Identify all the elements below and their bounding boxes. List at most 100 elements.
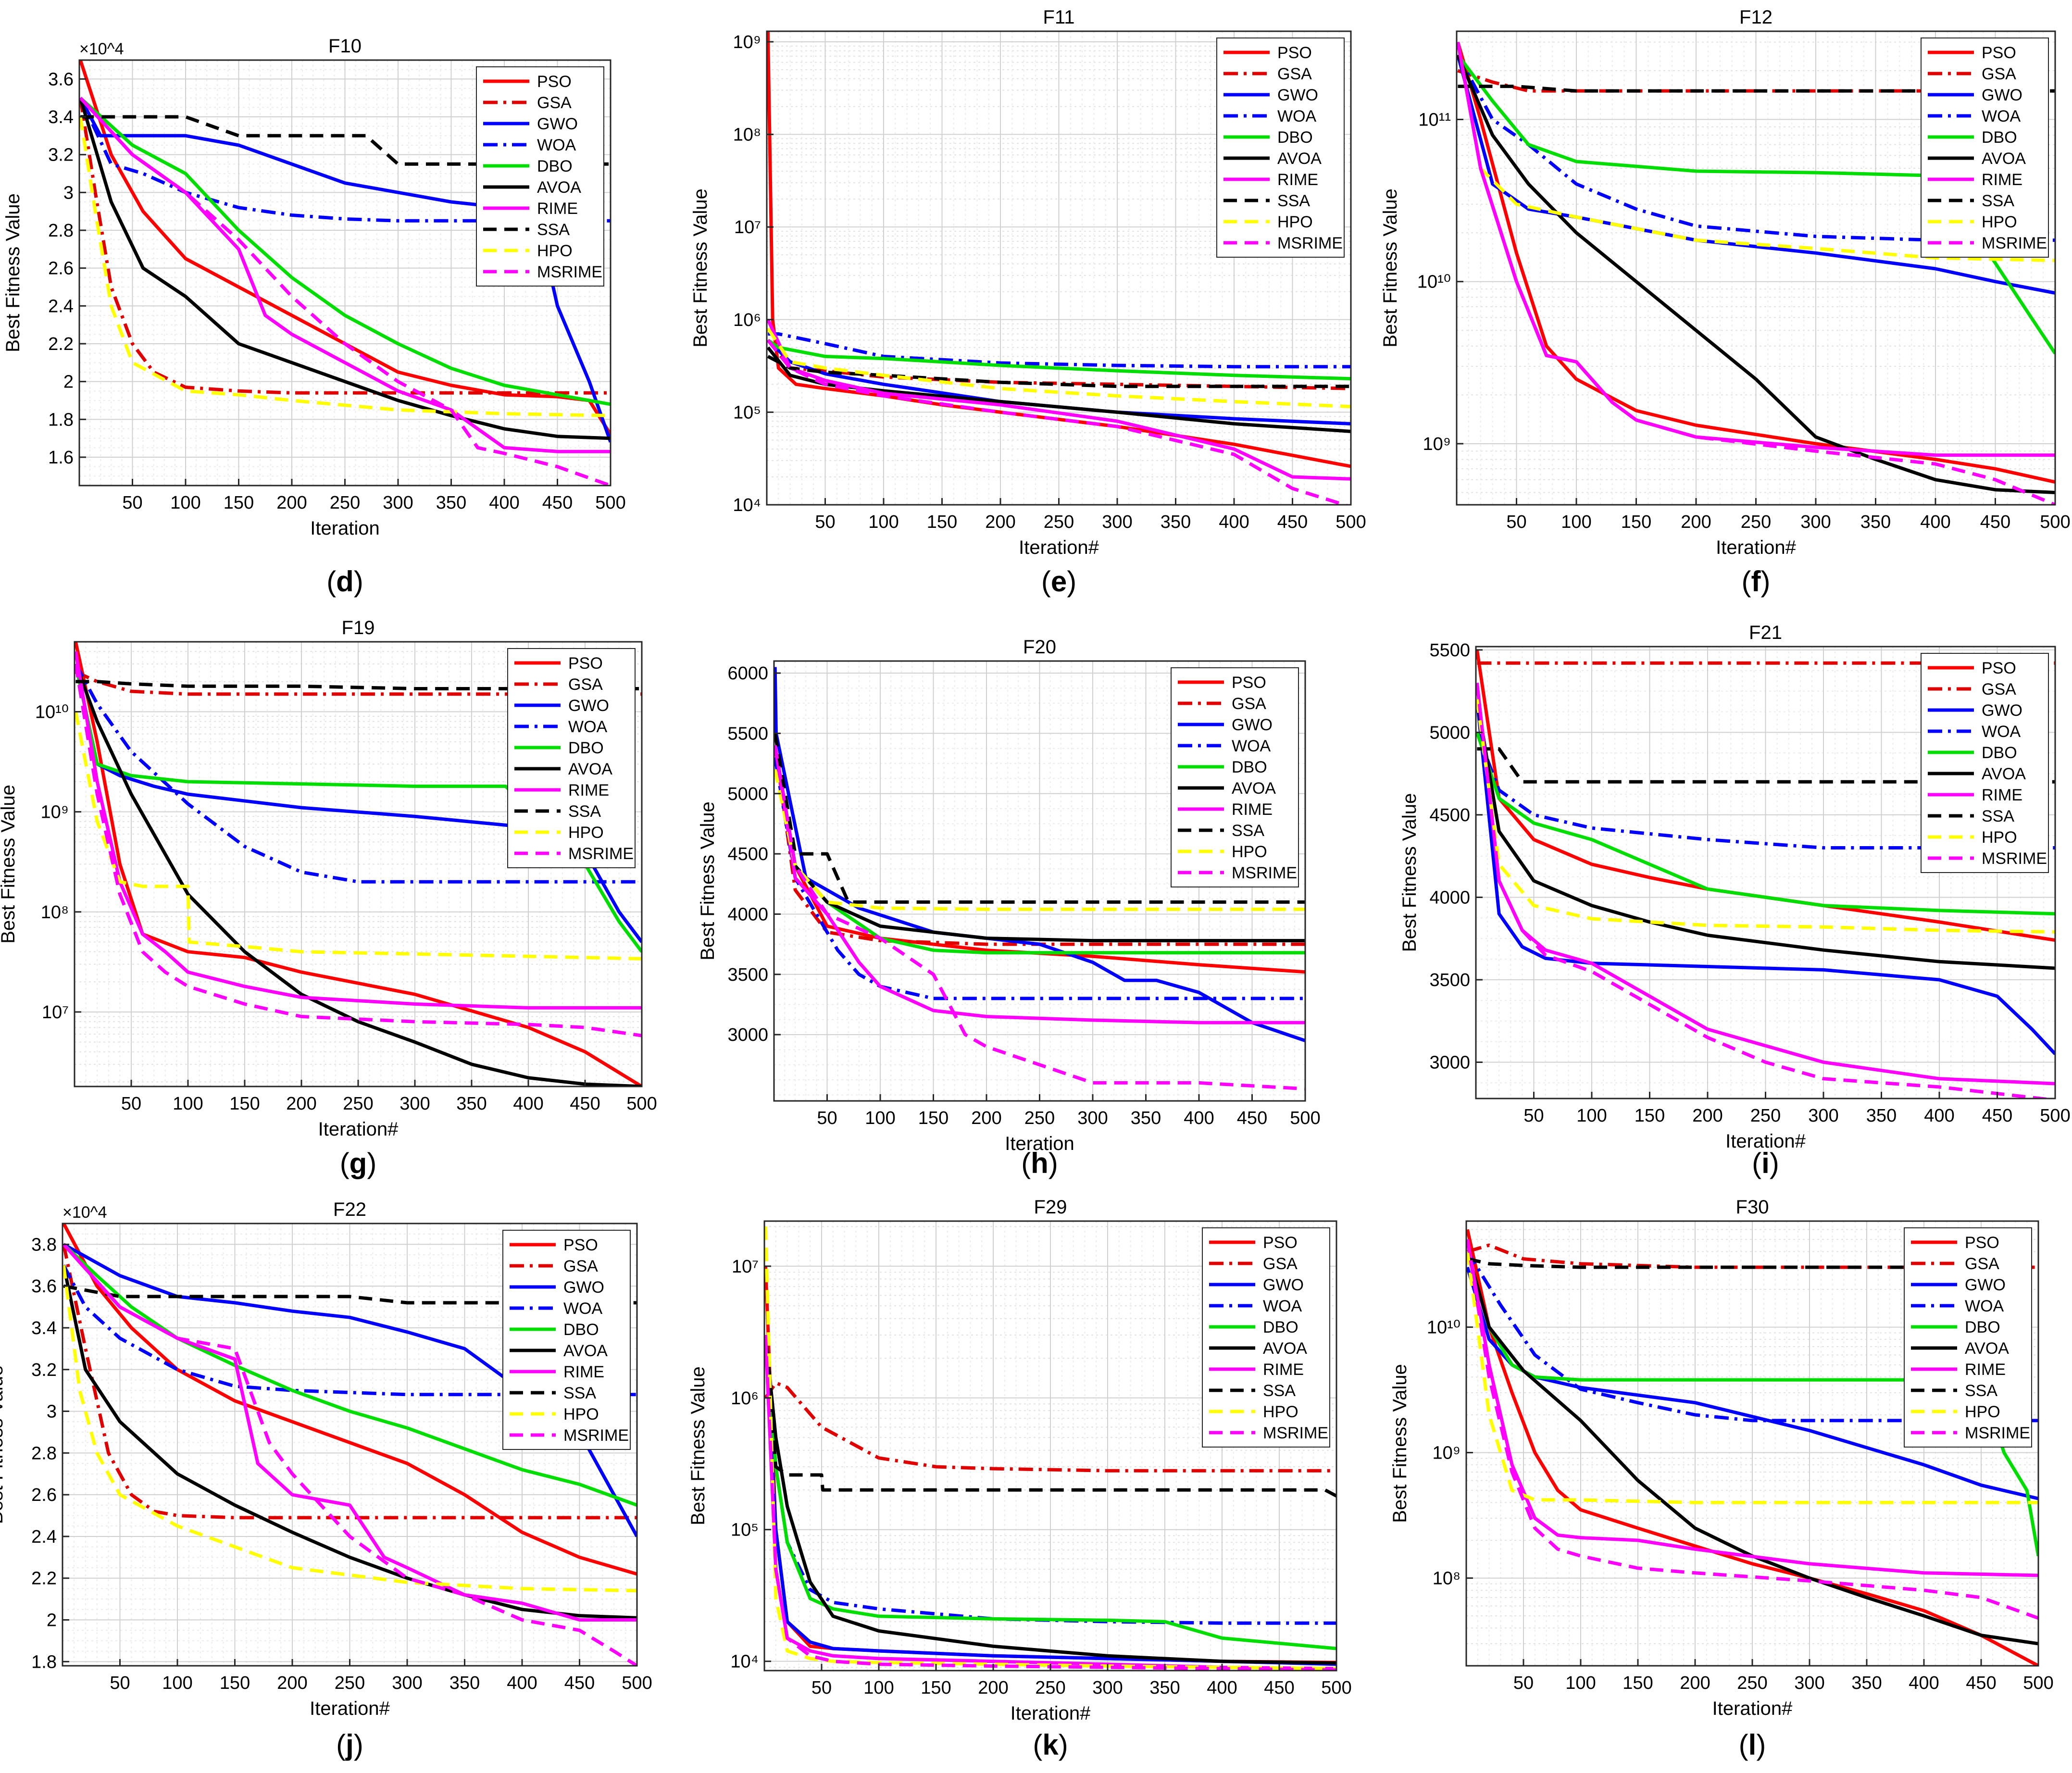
legend-label-dbo: DBO <box>568 739 604 757</box>
x-tick-label: 100 <box>868 512 899 532</box>
x-tick-label: 500 <box>1321 1678 1351 1698</box>
x-tick-label: 100 <box>865 1108 895 1128</box>
chart-title: F10 <box>328 36 362 57</box>
series-line-pso <box>75 642 642 1086</box>
x-tick-label: 500 <box>595 493 625 513</box>
legend-label-msrime: MSRIME <box>1982 234 2047 252</box>
x-tick-label: 250 <box>1024 1108 1055 1128</box>
x-tick-label: 150 <box>220 1673 250 1693</box>
legend-box <box>1171 667 1299 887</box>
series-line-ssa <box>1458 85 2055 93</box>
y-tick-label: 3500 <box>1429 970 1470 990</box>
chart-panel-f: 50 100 150 200 250 300 350 400 450 500 10⁹ 10¹⁰ 10¹¹… <box>1380 7 2071 598</box>
x-tick-label: 450 <box>564 1673 595 1693</box>
series-line-dbo <box>79 97 611 406</box>
legend-label-woa: WOA <box>1232 737 1271 755</box>
y-tick-label: 10⁴ <box>730 1652 759 1672</box>
legend-label-gwo: GWO <box>1232 716 1273 734</box>
series-line-msrime <box>1466 1239 2038 1620</box>
series-line-dbo <box>764 1335 1336 1650</box>
y-tick-label: 3.8 <box>31 1235 57 1255</box>
chart-panel-i: 50 100 150 200 250 300 350 400 450 500 3000 3500 400… <box>1399 622 2071 1179</box>
legend-label-hpo: HPO <box>1982 213 2017 231</box>
legend-label-gsa: GSA <box>1965 1255 1999 1273</box>
legend-label-hpo: HPO <box>1982 828 2017 847</box>
y-tick-label: 3.2 <box>31 1360 57 1380</box>
x-tick-label: 350 <box>1860 512 1891 532</box>
legend-label-pso: PSO <box>1277 44 1312 62</box>
x-tick-label: 350 <box>1161 512 1191 532</box>
series-line-woa <box>79 97 611 223</box>
x-tick-label: 200 <box>276 493 307 513</box>
legend-label-woa: WOA <box>1263 1297 1302 1315</box>
x-tick-label: 300 <box>1092 1678 1123 1698</box>
chart-title: F11 <box>1043 7 1075 28</box>
series-line-rime <box>774 745 1305 1024</box>
legend-label-hpo: HPO <box>1232 843 1267 861</box>
legend: PSO GSA GWO WOA DBO AVOA RIME SSA HPO MSRIME <box>1904 1227 2032 1448</box>
x-tick-label: 400 <box>1184 1108 1214 1128</box>
legend-label-rime: RIME <box>563 1363 604 1381</box>
x-tick-label: 300 <box>392 1673 422 1693</box>
y-tick-label: 2.4 <box>31 1527 57 1547</box>
series-line-pso <box>1476 649 2055 942</box>
series-line-gsa <box>79 98 611 395</box>
y-tick-label: 2.2 <box>31 1569 57 1589</box>
x-tick-label: 300 <box>1800 512 1831 532</box>
panel-letter: (f) <box>1742 565 1771 598</box>
y-tick-label: 10⁵ <box>731 1520 759 1540</box>
chart-panel-e: 50 100 150 200 250 300 350 400 450 500 10⁴ 10⁵ 10⁶ 10… <box>690 7 1366 598</box>
x-tick-label: 50 <box>817 1108 837 1128</box>
x-tick-label: 500 <box>1336 512 1366 532</box>
legend: PSO GSA GWO WOA DBO AVOA RIME SSA HPO MSRIME <box>1921 653 2049 873</box>
x-axis-label: Iteration# <box>1712 1698 1793 1719</box>
series-line-ssa <box>1467 1257 2038 1269</box>
x-tick-label: 400 <box>1219 512 1249 532</box>
series-group <box>1466 1229 2038 1666</box>
legend-label-gsa: GSA <box>568 675 603 694</box>
panel-letter: (d) <box>326 565 363 598</box>
chart-panel-j: 50 100 150 200 250 300 350 400 450 500 1.8 2 2.2 2.4 2… <box>0 1199 652 1761</box>
legend-box <box>507 648 636 868</box>
panel-letter: (i) <box>1752 1147 1779 1179</box>
x-axis-label: Iteration <box>1005 1133 1074 1154</box>
x-axis-label: Iteration# <box>318 1119 399 1140</box>
series-group <box>767 31 1351 505</box>
legend-label-hpo: HPO <box>1277 213 1313 231</box>
x-tick-label: 450 <box>1966 1673 1996 1693</box>
x-tick-label: 300 <box>1077 1108 1108 1128</box>
y-tick-label: 2.8 <box>48 221 74 241</box>
x-tick-label: 50 <box>110 1673 130 1693</box>
legend-label-pso: PSO <box>537 73 572 91</box>
y-tick-label: 3000 <box>727 1025 768 1045</box>
x-tick-label: 150 <box>927 512 957 532</box>
legend-label-pso: PSO <box>1263 1234 1298 1252</box>
x-tick-label: 350 <box>436 493 466 513</box>
legend-box <box>476 66 604 287</box>
chart-title: F30 <box>1736 1197 1769 1218</box>
series-line-dbo <box>767 338 1351 381</box>
series-group <box>79 60 611 486</box>
legend-label-dbo: DBO <box>1277 128 1313 147</box>
y-tick-label: 2 <box>47 1611 57 1631</box>
y-axis-label: Best Fitness Value <box>690 188 711 348</box>
y-axis-label: Best Fitness Value <box>1389 1364 1410 1523</box>
x-tick-label: 500 <box>2040 512 2070 532</box>
legend-label-woa: WOA <box>1277 107 1317 125</box>
legend-label-pso: PSO <box>568 654 603 673</box>
legend-label-rime: RIME <box>1982 171 2022 189</box>
legend-label-hpo: HPO <box>1965 1403 2000 1421</box>
legend-label-pso: PSO <box>1965 1234 1999 1252</box>
series-line-avoa <box>1466 1251 2038 1646</box>
legend-box <box>502 1230 631 1450</box>
x-tick-label: 250 <box>1750 1106 1781 1126</box>
legend: PSO GSA GWO WOA DBO AVOA RIME SSA HPO MSRIME <box>1921 37 2049 258</box>
legend: PSO GSA GWO WOA DBO AVOA RIME SSA HPO MSRIME <box>1202 1227 1330 1448</box>
series-line-gwo <box>1466 1266 2038 1500</box>
y-axis-label: Best Fitness Value <box>1399 793 1420 952</box>
legend-label-gsa: GSA <box>1982 65 2016 83</box>
chart-title: F22 <box>333 1199 366 1220</box>
x-axis-label: Iteration# <box>310 1698 390 1719</box>
chart-panel-l: 50 100 150 200 250 300 350 400 450 500 10⁸ 10⁹ 10¹⁰ F… <box>1389 1197 2054 1761</box>
x-tick-label: 450 <box>1264 1678 1294 1698</box>
